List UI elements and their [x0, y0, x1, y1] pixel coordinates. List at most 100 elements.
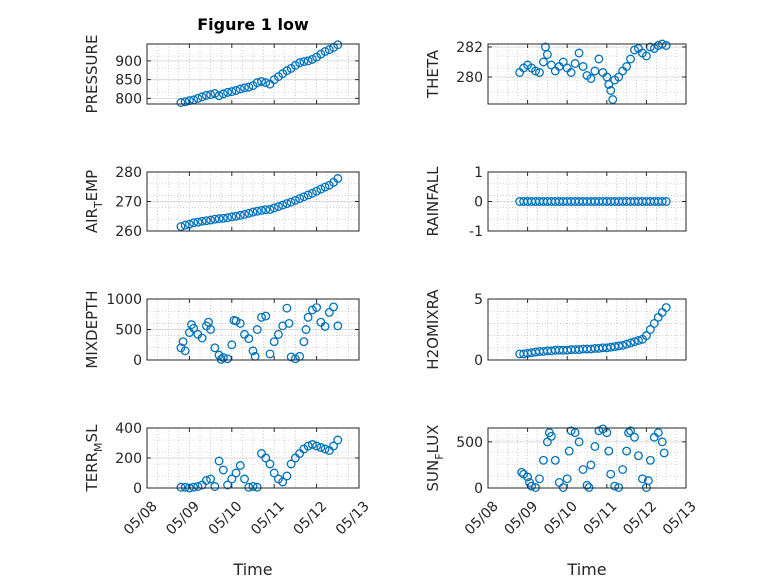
data-point — [240, 83, 249, 93]
subplot-pressure: 800 850 900 PRESSURE Figure 1 low — [83, 15, 360, 114]
data-point — [248, 207, 258, 217]
data-point — [307, 54, 317, 64]
data-point — [320, 47, 330, 56]
data-point — [189, 218, 199, 228]
data-point — [626, 338, 636, 348]
subplot-theta: 280 282 THETA — [424, 39, 687, 105]
y-tick-label: 400 — [115, 421, 142, 437]
data-point — [244, 82, 254, 92]
data-point — [235, 210, 245, 220]
data-point — [324, 45, 334, 55]
data-point — [538, 57, 548, 67]
data-point — [618, 340, 628, 350]
subplot-rainfall: -1 0 1 RAINFALL — [424, 165, 687, 240]
data-point — [193, 217, 203, 227]
y-tick-label: 500 — [456, 435, 483, 451]
data-point — [197, 92, 207, 102]
data-point — [661, 303, 671, 312]
data-point — [574, 437, 584, 447]
data-point — [244, 482, 254, 492]
data-point — [261, 78, 271, 88]
data-point — [538, 455, 548, 465]
data-point — [329, 302, 339, 312]
data-point — [269, 203, 279, 213]
data-point — [206, 325, 216, 334]
data-point — [657, 197, 667, 206]
data-point — [299, 337, 309, 347]
data-point — [320, 444, 330, 454]
data-point — [307, 440, 317, 449]
data-point — [227, 340, 237, 350]
data-point — [622, 339, 632, 349]
data-point — [278, 477, 288, 487]
y-axis-label: PRESSURE — [83, 35, 101, 114]
data-point — [216, 354, 226, 364]
data-point — [252, 206, 262, 216]
data-point — [316, 184, 326, 194]
data-point — [645, 325, 655, 334]
y-axis-label: RAINFALL — [424, 166, 442, 237]
x-tick-label: 05/12 — [620, 498, 660, 538]
data-point — [634, 451, 643, 461]
y-axis-label: THETA — [424, 49, 442, 99]
data-point — [562, 474, 572, 484]
data-point — [312, 303, 322, 312]
data-point — [523, 472, 533, 482]
data-point — [630, 432, 639, 442]
data-point — [546, 431, 556, 441]
data-point — [257, 205, 266, 215]
y-tick-label: 900 — [115, 54, 142, 70]
y-axis-label: AIRTEMP — [83, 170, 105, 233]
data-point — [295, 194, 305, 203]
data-point — [624, 428, 634, 438]
y-tick-label: 200 — [115, 451, 142, 467]
y-axis-label: TERRMSL — [83, 424, 105, 493]
x-tick-label: 05/08 — [462, 498, 502, 538]
y-axis-label: H2OMIXRA — [424, 289, 442, 370]
data-point — [252, 78, 262, 88]
data-point — [214, 456, 224, 466]
data-point — [307, 305, 317, 315]
data-point — [235, 84, 245, 94]
data-point — [333, 40, 343, 50]
data-point — [517, 467, 527, 477]
y-tick-label: 0 — [474, 195, 483, 211]
data-point — [653, 428, 663, 438]
data-point — [590, 442, 600, 451]
subplot-grid: 800 850 900 PRESSURE Figure 1 low 280 282 THETA… — [83, 15, 700, 579]
data-point — [542, 50, 552, 59]
y-tick-label: 0 — [133, 353, 142, 369]
x-tick-label: 05/11 — [248, 498, 288, 538]
data-point — [608, 95, 618, 104]
data-point — [622, 446, 632, 456]
y-axis-label: MIXDEPTH — [83, 290, 101, 368]
data-point — [235, 461, 245, 470]
data-point — [614, 72, 624, 82]
data-point — [218, 89, 228, 99]
data-point — [201, 476, 211, 485]
data-point — [210, 343, 220, 353]
data-point — [265, 459, 275, 469]
data-point — [214, 350, 224, 360]
data-point — [210, 482, 220, 491]
y-tick-label: 0 — [474, 353, 483, 369]
data-point — [286, 197, 296, 207]
data-point — [333, 174, 343, 183]
data-point — [295, 58, 305, 68]
data-point — [227, 212, 237, 222]
data-point — [252, 482, 262, 492]
data-point — [244, 208, 254, 218]
data-point — [269, 468, 279, 478]
data-point — [265, 349, 275, 359]
x-tick-label: 05/10 — [206, 498, 246, 538]
x-tick-label: 05/11 — [581, 498, 621, 538]
data-point — [657, 437, 667, 447]
y-tick-label: 500 — [115, 323, 142, 339]
data-point — [223, 213, 233, 223]
data-point — [193, 93, 203, 103]
data-point — [286, 352, 296, 362]
subplot-sun-flux: 0 500 SUNFLUX 05/08 05/09 05/10 05/11 05/12 05/1… — [424, 424, 700, 579]
data-point — [637, 474, 647, 484]
data-point — [333, 321, 343, 331]
